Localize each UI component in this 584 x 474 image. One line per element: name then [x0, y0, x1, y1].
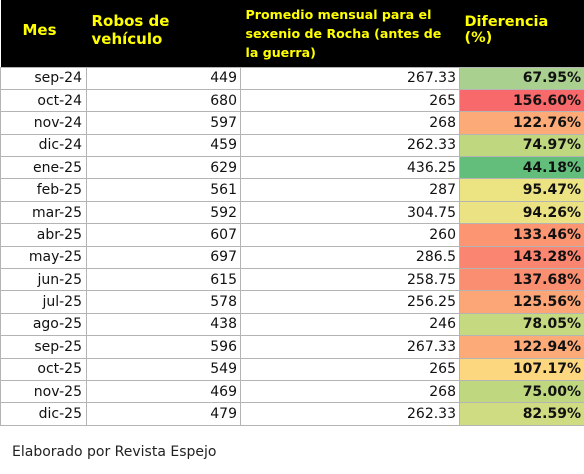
month-cell: dic-24 [0, 133, 87, 158]
month-cell: ene-25 [0, 156, 87, 180]
table-row: sep-25 596 267.33 122.94% [0, 335, 584, 359]
table-row: mar-25 592 304.75 94.26% [0, 200, 584, 225]
table-row: ago-25 438 246 78.05% [0, 312, 584, 337]
diferencia-cell: 143.28% [459, 245, 584, 270]
robos-cell: 549 [86, 357, 241, 381]
robos-cell: 615 [86, 268, 241, 292]
month-cell: sep-25 [0, 335, 87, 359]
table-row: sep-24 449 267.33 67.95% [0, 66, 584, 90]
promedio-cell: 287 [240, 178, 460, 202]
month-cell: feb-25 [0, 178, 87, 202]
diferencia-cell: 137.68% [459, 268, 584, 292]
table-row: oct-24 680 265 156.60% [0, 88, 584, 113]
header-row: Mes Robos de vehículo Promedio mensual p… [0, 0, 584, 67]
diferencia-cell: 156.60% [459, 88, 584, 113]
promedio-cell: 267.33 [240, 66, 460, 90]
diferencia-cell: 44.18% [459, 156, 584, 180]
table-row: dic-24 459 262.33 74.97% [0, 133, 584, 158]
robos-cell: 561 [86, 178, 241, 202]
month-cell: mar-25 [0, 200, 87, 225]
month-cell: oct-24 [0, 88, 87, 113]
promedio-cell: 267.33 [240, 335, 460, 359]
month-cell: jul-25 [0, 290, 87, 314]
header-diferencia: Diferencia (%) [459, 0, 584, 67]
promedio-cell: 256.25 [240, 290, 460, 314]
table-body: sep-24 449 267.33 67.95% oct-24 680 265 156.60%… [0, 66, 584, 426]
robos-cell: 596 [86, 335, 241, 359]
robos-cell: 469 [86, 379, 241, 404]
robos-cell: 680 [86, 88, 241, 113]
robos-cell: 578 [86, 290, 241, 314]
footnote: Elaborado por Revista Espejo [12, 444, 217, 460]
diferencia-cell: 95.47% [459, 178, 584, 202]
table-row: nov-24 597 268 122.76% [0, 111, 584, 135]
table-row: jun-25 615 258.75 137.68% [0, 268, 584, 292]
promedio-cell: 246 [240, 312, 460, 337]
month-cell: nov-25 [0, 379, 87, 404]
robos-cell: 607 [86, 223, 241, 247]
promedio-cell: 268 [240, 111, 460, 135]
promedio-cell: 258.75 [240, 268, 460, 292]
month-cell: oct-25 [0, 357, 87, 381]
header-promedio: Promedio mensual para el sexenio de Roch… [240, 0, 460, 67]
table-row: abr-25 607 260 133.46% [0, 223, 584, 247]
diferencia-cell: 125.56% [459, 290, 584, 314]
promedio-cell: 262.33 [240, 133, 460, 158]
promedio-cell: 262.33 [240, 402, 460, 426]
diferencia-cell: 75.00% [459, 379, 584, 404]
robos-cell: 459 [86, 133, 241, 158]
diferencia-cell: 122.94% [459, 335, 584, 359]
diferencia-cell: 74.97% [459, 133, 584, 158]
month-cell: ago-25 [0, 312, 87, 337]
header-robos: Robos de vehículo [86, 0, 241, 67]
diferencia-cell: 78.05% [459, 312, 584, 337]
table-row: feb-25 561 287 95.47% [0, 178, 584, 202]
table-row: may-25 697 286.5 143.28% [0, 245, 584, 270]
month-cell: dic-25 [0, 402, 87, 426]
table-row: dic-25 479 262.33 82.59% [0, 402, 584, 426]
table-row: ene-25 629 436.25 44.18% [0, 156, 584, 180]
robos-cell: 697 [86, 245, 241, 270]
promedio-cell: 436.25 [240, 156, 460, 180]
data-table: Mes Robos de vehículo Promedio mensual p… [0, 0, 584, 426]
table-row: oct-25 549 265 107.17% [0, 357, 584, 381]
table-row: jul-25 578 256.25 125.56% [0, 290, 584, 314]
robos-cell: 597 [86, 111, 241, 135]
diferencia-cell: 133.46% [459, 223, 584, 247]
promedio-cell: 265 [240, 88, 460, 113]
promedio-cell: 268 [240, 379, 460, 404]
month-cell: abr-25 [0, 223, 87, 247]
diferencia-cell: 107.17% [459, 357, 584, 381]
robos-cell: 449 [86, 66, 241, 90]
robos-cell: 592 [86, 200, 241, 225]
promedio-cell: 260 [240, 223, 460, 247]
month-cell: nov-24 [0, 111, 87, 135]
promedio-cell: 304.75 [240, 200, 460, 225]
header-mes: Mes [0, 0, 87, 67]
diferencia-cell: 122.76% [459, 111, 584, 135]
diferencia-cell: 82.59% [459, 402, 584, 426]
diferencia-cell: 67.95% [459, 66, 584, 90]
robos-cell: 479 [86, 402, 241, 426]
month-cell: sep-24 [0, 66, 87, 90]
robos-cell: 438 [86, 312, 241, 337]
robos-cell: 629 [86, 156, 241, 180]
promedio-cell: 286.5 [240, 245, 460, 270]
table-row: nov-25 469 268 75.00% [0, 379, 584, 404]
promedio-cell: 265 [240, 357, 460, 381]
diferencia-cell: 94.26% [459, 200, 584, 225]
month-cell: jun-25 [0, 268, 87, 292]
month-cell: may-25 [0, 245, 87, 270]
